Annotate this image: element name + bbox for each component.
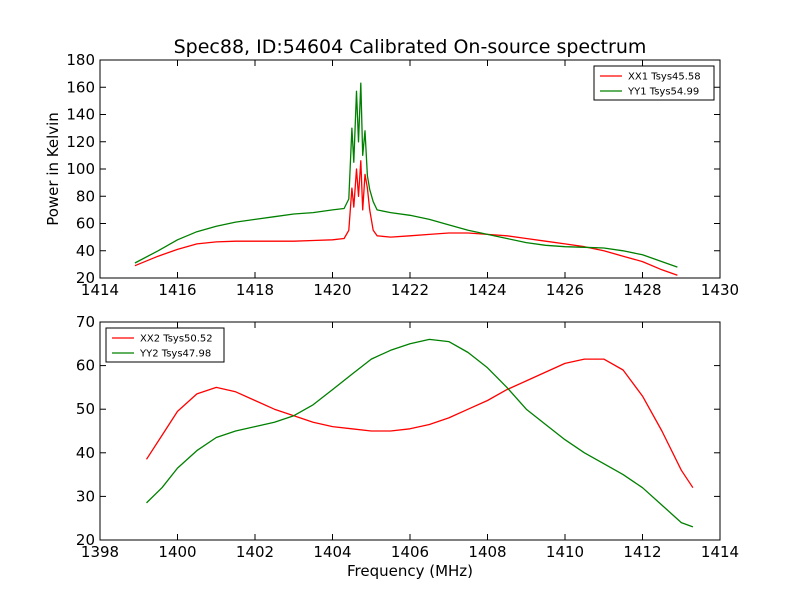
- bottom-y-tick-label: 20: [76, 531, 95, 549]
- top-x-tick-label: 1420: [313, 281, 351, 299]
- top-y-axis-label: Power in Kelvin: [44, 112, 62, 226]
- bottom-series-line-2: [146, 338, 694, 528]
- bottom-x-tick-label: 1406: [391, 543, 429, 561]
- top-series-line-1: [134, 160, 678, 276]
- bottom-x-tick-label: 1410: [546, 543, 584, 561]
- bottom-x-axis-label: Frequency (MHz): [347, 562, 473, 580]
- figure-title: Spec88, ID:54604 Calibrated On-source sp…: [174, 36, 647, 58]
- bottom-y-tick-label: 70: [76, 313, 95, 331]
- top-series-line-2: [134, 82, 678, 268]
- bottom-x-tick-label: 1402: [236, 543, 274, 561]
- top-legend-label-2: YY1 Tsys54.99: [627, 87, 699, 98]
- bottom-legend-label-2: YY2 Tsys47.98: [139, 349, 211, 360]
- bottom-x-tick-label: 1404: [313, 543, 351, 561]
- top-x-tick-label: 1416: [158, 281, 196, 299]
- top-y-tick-label: 100: [66, 160, 95, 178]
- top-legend-label-1: XX1 Tsys45.58: [628, 72, 701, 83]
- top-x-tick-label: 1418: [236, 281, 274, 299]
- bottom-legend-box: [105, 327, 225, 363]
- top-x-tick-label: 1414: [81, 281, 119, 299]
- top-legend: XX1 Tsys45.58 YY1 Tsys54.99: [593, 65, 715, 101]
- top-plot: 1414 1416 1418 1420 1422 1424 1426 1428 1430 20 40…: [44, 51, 739, 299]
- top-x-tick-label: 1428: [623, 281, 661, 299]
- bottom-plot-ticks: 1398 1400 1402 1404 1406 1408 1410 1412 1414 20 30…: [76, 313, 739, 561]
- top-y-tick-label: 180: [66, 51, 95, 69]
- bottom-x-tick-label: 1398: [81, 543, 119, 561]
- bottom-legend: XX2 Tsys50.52 YY2 Tsys47.98: [105, 327, 225, 363]
- bottom-series-line-1: [145, 358, 694, 489]
- top-x-tick-label: 1426: [546, 281, 584, 299]
- top-x-tick-label: 1430: [701, 281, 739, 299]
- bottom-y-tick-label: 60: [76, 357, 95, 375]
- top-plot-ticks: 1414 1416 1418 1420 1422 1424 1426 1428 1430 20 40…: [66, 51, 739, 299]
- bottom-x-tick-label: 1400: [158, 543, 196, 561]
- top-y-tick-label: 80: [76, 187, 95, 205]
- bottom-y-tick-label: 40: [76, 444, 95, 462]
- bottom-plot-series: [145, 338, 694, 528]
- top-legend-box: [593, 65, 715, 101]
- bottom-y-tick-label: 50: [76, 400, 95, 418]
- bottom-x-tick-label: 1412: [623, 543, 661, 561]
- top-x-tick-label: 1424: [468, 281, 506, 299]
- top-plot-series: [134, 82, 678, 276]
- top-x-tick-label: 1422: [391, 281, 429, 299]
- top-y-tick-label: 40: [76, 242, 95, 260]
- top-y-tick-label: 120: [66, 133, 95, 151]
- top-y-tick-label: 60: [76, 215, 95, 233]
- bottom-legend-label-1: XX2 Tsys50.52: [140, 334, 213, 345]
- bottom-plot: 1398 1400 1402 1404 1406 1408 1410 1412 1414 20 30…: [76, 313, 739, 580]
- top-y-tick-label: 140: [66, 106, 95, 124]
- top-y-tick-label: 160: [66, 78, 95, 96]
- bottom-x-tick-label: 1414: [701, 543, 739, 561]
- bottom-x-tick-label: 1408: [468, 543, 506, 561]
- bottom-y-tick-label: 30: [76, 487, 95, 505]
- top-y-tick-label: 20: [76, 269, 95, 287]
